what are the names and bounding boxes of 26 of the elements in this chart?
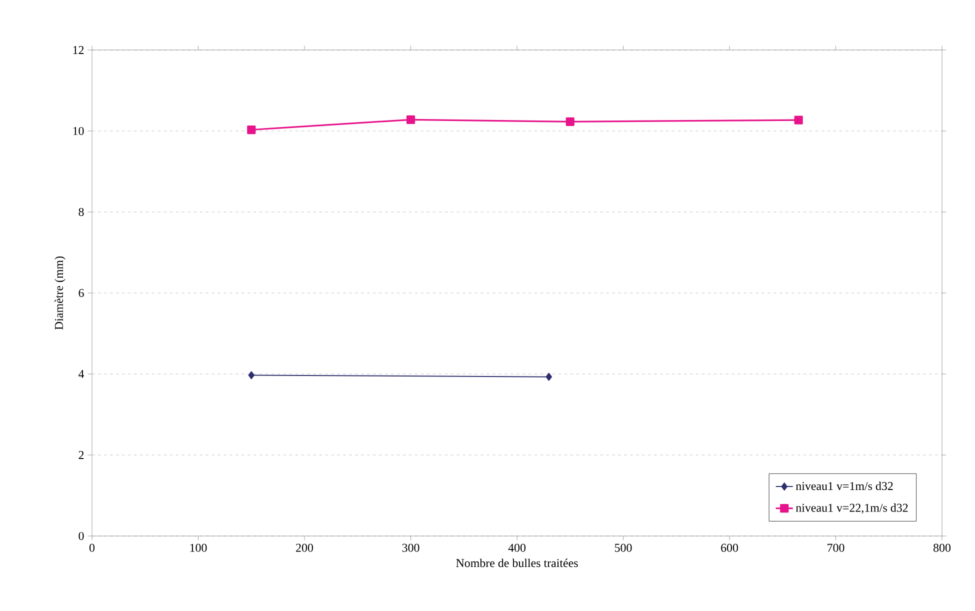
x-tick-label: 800	[933, 544, 951, 552]
legend-label: niveau1 v=22,1m/s d32	[796, 503, 908, 514]
point	[546, 372, 552, 381]
y-tick-label: 6	[78, 288, 84, 298]
y-tick-label: 10	[73, 126, 84, 136]
x-tick-label: 700	[828, 544, 844, 552]
y-tick-label: 8	[78, 208, 84, 216]
x-tick-label: 200	[296, 544, 314, 552]
point	[794, 116, 803, 124]
y-tick-label: 2	[78, 451, 84, 459]
x-tick-label: 400	[508, 544, 526, 552]
x-tick-label: 300	[402, 544, 420, 552]
x-tick-label: 600	[721, 544, 738, 552]
point	[248, 371, 254, 380]
y-tick-label: 4	[78, 370, 84, 378]
x-tick-label: 500	[614, 544, 632, 552]
y-axis-title: Diamètre (mm)	[54, 256, 66, 330]
legend-label: niveau1 v=1m/s d32	[796, 482, 893, 490]
point	[566, 117, 574, 126]
point	[247, 125, 256, 134]
point	[406, 115, 416, 124]
x-axis-title: Nombre de bulles traitées	[456, 558, 578, 568]
y-tick-label: 0	[78, 532, 84, 540]
y-tick-label: 12	[73, 46, 84, 54]
x-tick-label: 100	[190, 544, 207, 552]
x-tick-label: 0	[89, 544, 95, 552]
